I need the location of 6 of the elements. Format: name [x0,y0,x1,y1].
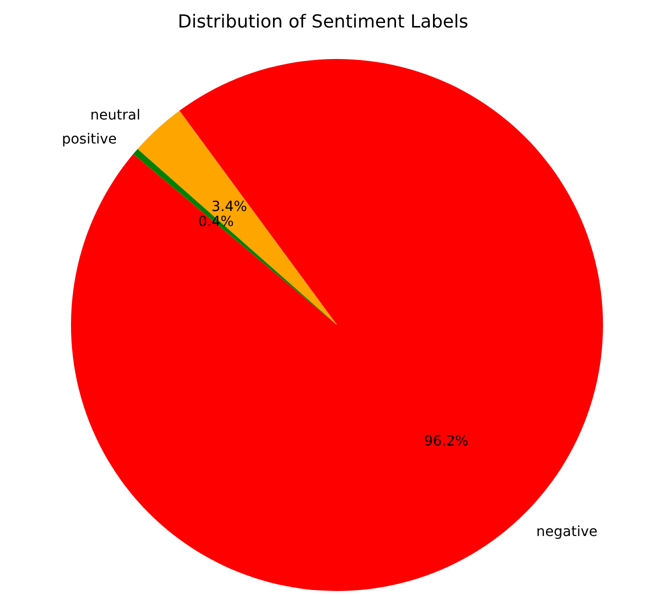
chart-title: Distribution of Sentiment Labels [178,12,468,32]
data-label: 3.4% [212,199,248,216]
slice-label: negative [536,524,598,540]
slice-label: neutral [90,107,140,124]
slice-label: positive [62,132,117,148]
data-label: 96.2% [424,433,468,450]
